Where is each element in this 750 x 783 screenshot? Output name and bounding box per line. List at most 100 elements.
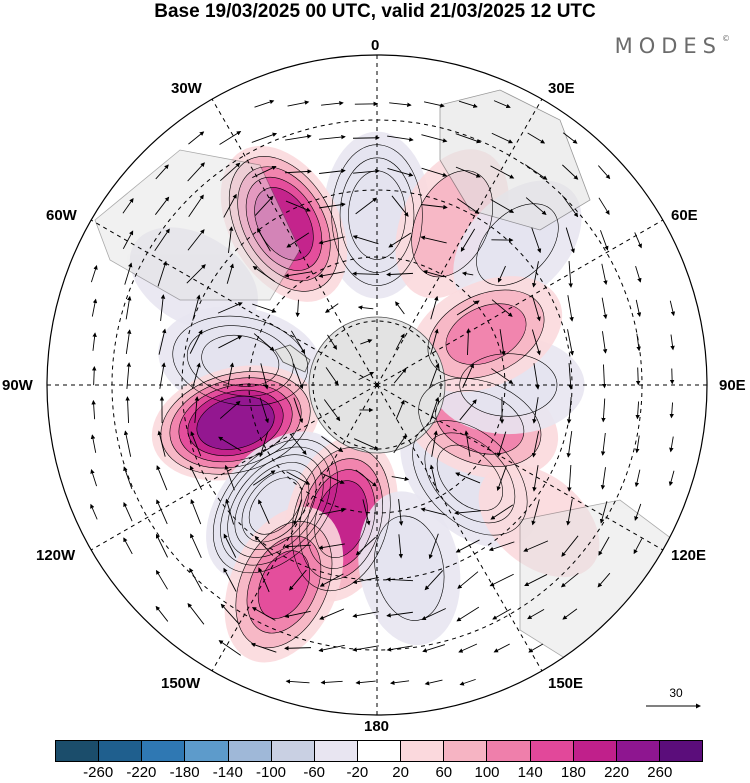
contour-line xyxy=(435,390,525,455)
wind-vector xyxy=(390,680,410,685)
wind-vector xyxy=(424,679,443,686)
wind-vector xyxy=(424,570,444,591)
colorbar-tick-label: 220 xyxy=(604,764,630,781)
wind-vector xyxy=(190,533,202,559)
wind-vector xyxy=(420,235,447,244)
wind-vector xyxy=(562,608,578,620)
wind-vector xyxy=(187,602,205,625)
wind-vector xyxy=(421,608,446,621)
wind-vector xyxy=(668,470,675,487)
wind-vector xyxy=(421,167,448,177)
wind-vector xyxy=(566,499,573,526)
wind-vector xyxy=(635,299,642,317)
wind-vector xyxy=(491,368,514,384)
wind-vector xyxy=(319,134,346,140)
wind-vector xyxy=(531,329,541,356)
wind-vector xyxy=(122,230,134,250)
wind-vector xyxy=(187,229,205,251)
wind-vector xyxy=(352,135,380,141)
wind-vector xyxy=(491,299,513,317)
lon-label-120e: 120E xyxy=(671,547,707,564)
wind-vector xyxy=(187,162,205,182)
contour-line xyxy=(186,325,294,397)
wind-vector xyxy=(92,332,97,351)
wind-vector xyxy=(388,232,412,248)
wind-vector xyxy=(91,365,97,386)
africa-landmass xyxy=(439,89,591,231)
lon-label-0: 0 xyxy=(371,37,380,54)
contour-line xyxy=(418,378,542,467)
colorbar-swatch xyxy=(659,741,703,761)
wind-vector xyxy=(398,534,404,559)
lon-label-60w: 60W xyxy=(46,207,77,224)
contour-line xyxy=(172,315,309,406)
wind-vector xyxy=(459,678,476,686)
wind-vector xyxy=(525,197,547,216)
colorbar-tick-label: -20 xyxy=(346,764,369,781)
colorbar-tick-label: -260 xyxy=(83,764,114,781)
wind-vector xyxy=(527,132,546,144)
wind-vector xyxy=(318,236,345,245)
wind-vector xyxy=(220,603,240,624)
wind-vector xyxy=(218,640,241,656)
wind-vector xyxy=(497,265,506,283)
wind-vector xyxy=(319,573,344,587)
colorbar-swatch xyxy=(530,741,574,761)
wind-vector xyxy=(258,499,270,525)
wind-vector xyxy=(459,399,477,421)
wind-vector xyxy=(499,329,506,356)
wind-vector xyxy=(566,431,573,458)
wind-vector xyxy=(560,572,579,588)
lon-label-60e: 60E xyxy=(671,207,698,224)
wind-vector xyxy=(218,335,243,349)
wind-vector xyxy=(228,226,234,253)
lon-label-120w: 120W xyxy=(36,547,76,564)
wind-vector xyxy=(225,498,235,525)
wind-vector xyxy=(669,436,674,453)
wind-vector xyxy=(602,364,607,389)
wind-vector xyxy=(461,271,474,276)
wind-vector xyxy=(355,536,376,556)
wind-vector xyxy=(355,197,378,215)
wind-vector xyxy=(601,263,608,286)
wind-vector xyxy=(285,134,312,141)
wind-vector xyxy=(125,396,130,424)
wind-vector xyxy=(352,577,379,585)
wind-vector xyxy=(670,334,675,351)
wind-vector xyxy=(223,567,237,592)
colorbar-swatch xyxy=(401,741,445,761)
wind-vector xyxy=(125,329,132,354)
wind-vector xyxy=(421,134,448,143)
wind-vector xyxy=(250,642,277,653)
wind-vector xyxy=(391,476,410,482)
anomaly-fill xyxy=(445,303,527,365)
colorbar-tick-label: 180 xyxy=(560,764,586,781)
wind-vector xyxy=(319,202,346,209)
wind-vector xyxy=(319,508,346,515)
wind-vector xyxy=(154,196,170,215)
wind-vector xyxy=(259,431,269,458)
wind-vector xyxy=(224,464,235,491)
wind-vector xyxy=(319,472,345,484)
wind-vector xyxy=(398,499,404,526)
wind-vector xyxy=(455,133,482,144)
wind-vector xyxy=(466,328,471,356)
wind-vector xyxy=(395,399,405,420)
wind-vector xyxy=(421,204,448,210)
wind-vector xyxy=(157,430,166,457)
colorbar-swatch xyxy=(444,741,488,761)
wind-vector xyxy=(601,331,608,354)
contour-line xyxy=(314,480,368,558)
wind-vector xyxy=(635,435,640,454)
wind-vector xyxy=(319,608,345,620)
wind-vector xyxy=(524,574,548,586)
wind-vector xyxy=(389,102,412,108)
colorbar xyxy=(55,740,703,762)
anomaly-fill xyxy=(358,491,461,646)
wind-vector xyxy=(567,329,574,356)
wind-vector xyxy=(531,499,540,526)
wind-vector xyxy=(532,397,539,424)
wind-vector xyxy=(218,436,242,452)
wind-vector xyxy=(455,472,481,484)
lon-label-150w: 150W xyxy=(161,675,201,692)
